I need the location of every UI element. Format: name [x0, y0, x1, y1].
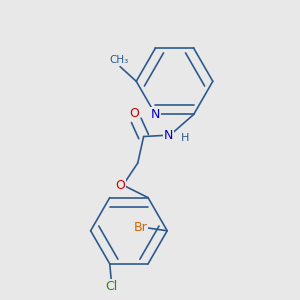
Text: O: O — [129, 107, 139, 120]
Text: CH₃: CH₃ — [109, 55, 128, 65]
Text: Cl: Cl — [105, 280, 117, 293]
Text: Br: Br — [134, 221, 148, 234]
Text: N: N — [164, 129, 173, 142]
Text: N: N — [151, 108, 160, 121]
Text: H: H — [180, 133, 189, 143]
Text: O: O — [116, 178, 126, 192]
